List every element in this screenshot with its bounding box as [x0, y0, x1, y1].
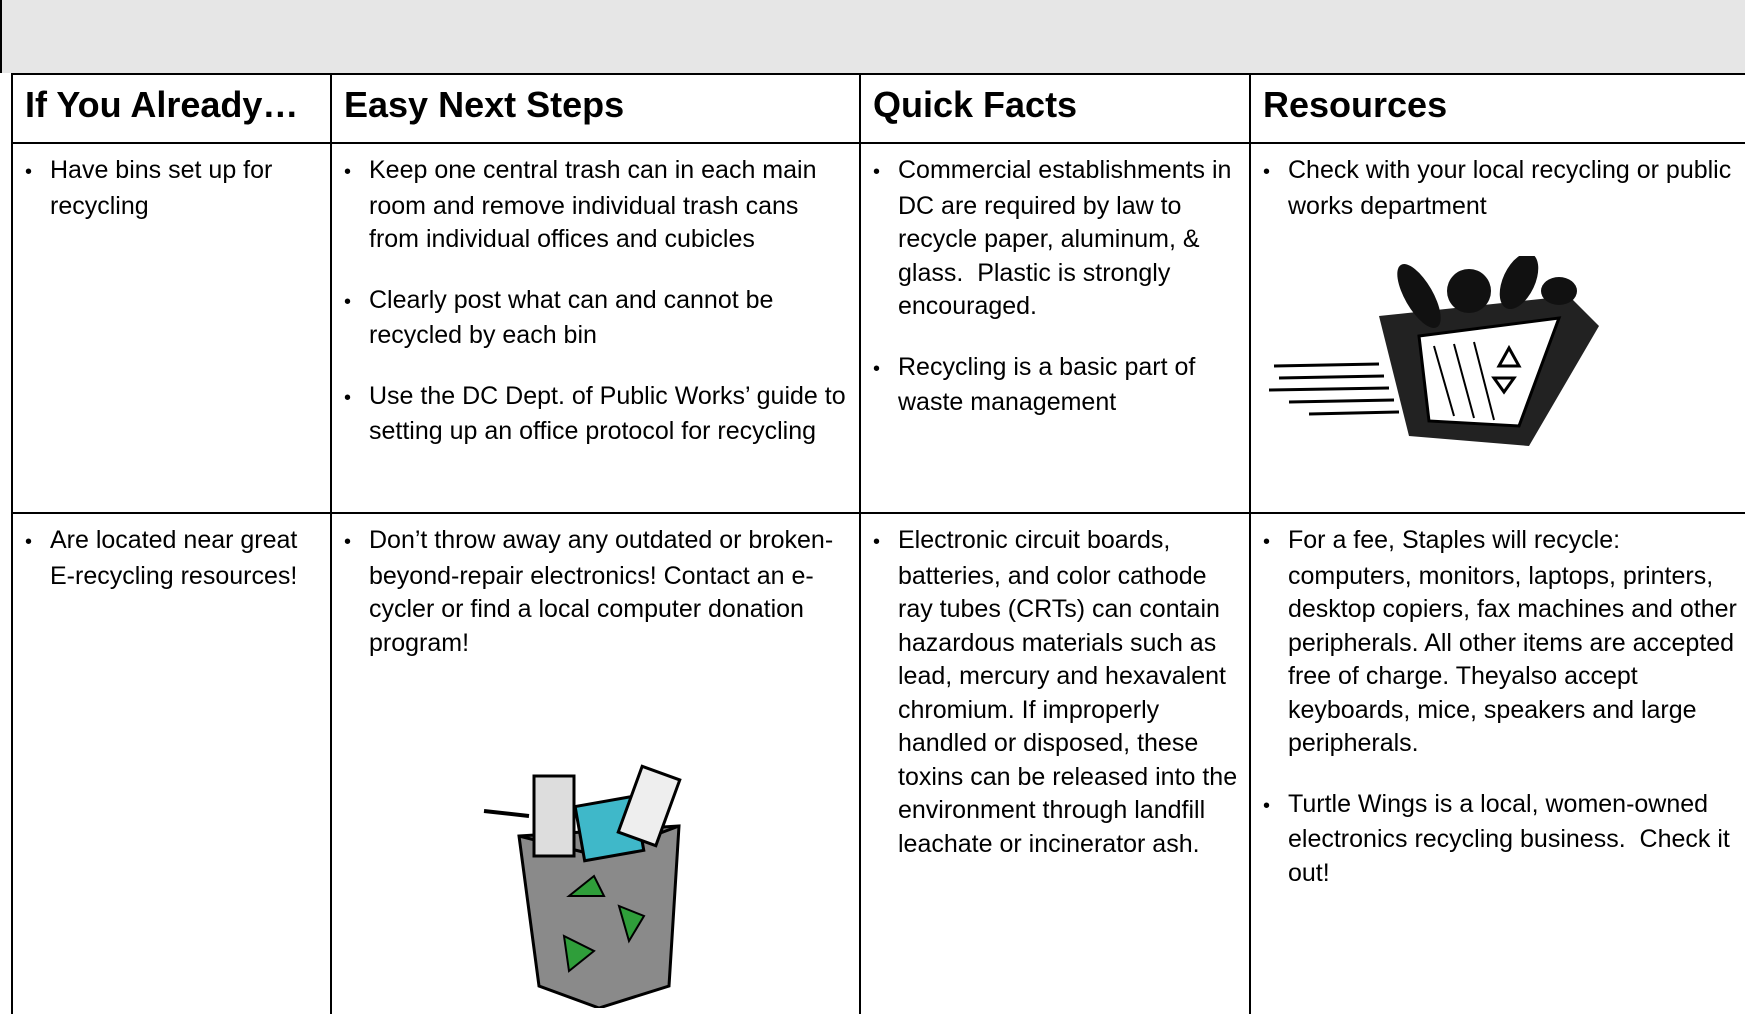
bullet-item: Use the DC Dept. of Public Works’ guide …	[344, 380, 853, 449]
table-cell: Don’t throw away any outdated or broken-…	[330, 512, 861, 1014]
top-band	[0, 0, 1745, 73]
bullet-item: Have bins set up for recycling	[25, 154, 324, 223]
table-cell: Are located near great E-recycling resou…	[11, 512, 332, 1014]
bullet-list: Don’t throw away any outdated or broken-…	[332, 514, 861, 660]
bullet-item: Recycling is a basic part of waste manag…	[873, 351, 1243, 420]
bullet-item: Don’t throw away any outdated or broken-…	[344, 524, 853, 660]
bullet-text: Don’t throw away any outdated or broken-…	[369, 526, 834, 657]
bullet-text: Check with your local recycling or publi…	[1288, 156, 1739, 220]
bullet-text: Recycling is a basic part of waste manag…	[898, 352, 1203, 417]
bullet-text: Commercial establishments in DC are requ…	[898, 156, 1239, 320]
column-header: Quick Facts	[859, 73, 1251, 144]
bullet-item: Check with your local recycling or publi…	[1263, 154, 1739, 223]
column-header: If You Already…	[11, 73, 332, 144]
bullet-item: Keep one central trash can in each main …	[344, 154, 853, 257]
bullet-list: Electronic circuit boards, batteries, an…	[861, 514, 1251, 861]
table-cell: Commercial establishments in DC are requ…	[859, 142, 1251, 514]
bullet-text: Have bins set up for recycling	[50, 156, 280, 220]
table-cell: Have bins set up for recycling	[11, 142, 332, 514]
table-cell: Electronic circuit boards, batteries, an…	[859, 512, 1251, 1014]
table-cell: Check with your local recycling or publi…	[1249, 142, 1745, 514]
bullet-text: Use the DC Dept. of Public Works’ guide …	[369, 381, 853, 446]
bullet-text: Keep one central trash can in each main …	[369, 156, 824, 253]
bullet-list: Check with your local recycling or publi…	[1251, 144, 1745, 223]
bullet-list: Commercial establishments in DC are requ…	[861, 144, 1251, 420]
column-header: Resources	[1249, 73, 1745, 144]
recycle-bin-illustration	[1269, 256, 1599, 446]
table-cell: For a fee, Staples will recycle: compute…	[1249, 512, 1745, 1014]
table-cell: Keep one central trash can in each main …	[330, 142, 861, 514]
column-header: Easy Next Steps	[330, 73, 861, 144]
bullet-list: Keep one central trash can in each main …	[332, 144, 861, 449]
bullet-item: For a fee, Staples will recycle: compute…	[1263, 524, 1739, 761]
bullet-item: Clearly post what can and cannot be recy…	[344, 284, 853, 353]
bullet-item: Turtle Wings is a local, women-owned ele…	[1263, 788, 1739, 891]
bullet-text: Clearly post what can and cannot be recy…	[369, 285, 781, 350]
bullet-item: Are located near great E-recycling resou…	[25, 524, 324, 593]
bullet-list: Have bins set up for recycling	[13, 144, 332, 223]
bullet-list: Are located near great E-recycling resou…	[13, 514, 332, 593]
bullet-text: Turtle Wings is a local, women-owned ele…	[1288, 789, 1737, 887]
bullet-item: Electronic circuit boards, batteries, an…	[873, 524, 1243, 861]
e-waste-bin-illustration	[483, 764, 682, 1008]
bullet-text: Electronic circuit boards, batteries, an…	[898, 526, 1245, 858]
bullet-item: Commercial establishments in DC are requ…	[873, 154, 1243, 324]
bullet-text: Are located near great E-recycling resou…	[50, 526, 305, 590]
bullet-list: For a fee, Staples will recycle: compute…	[1251, 514, 1745, 890]
bullet-text: For a fee, Staples will recycle: compute…	[1288, 526, 1744, 757]
